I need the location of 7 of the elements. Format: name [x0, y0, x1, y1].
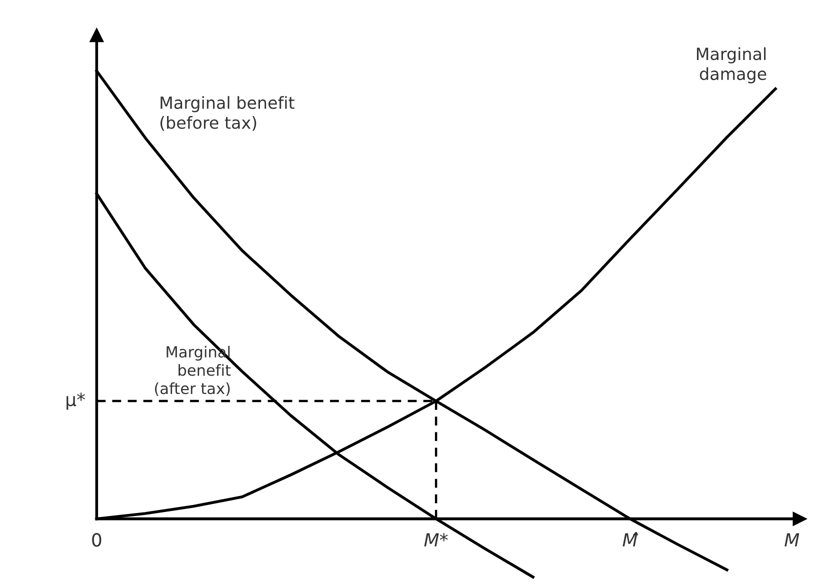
- x-axis-title: M: [784, 533, 800, 546]
- x-tick-label: 0: [92, 533, 102, 547]
- series-label: Marginal damage: [696, 47, 766, 84]
- x-tick-label: M̂: [622, 532, 638, 546]
- x-tick-label: M*: [424, 533, 448, 546]
- series-label: Marginal benefit (before tax): [160, 96, 294, 131]
- ref-line-label: μ*: [66, 392, 86, 410]
